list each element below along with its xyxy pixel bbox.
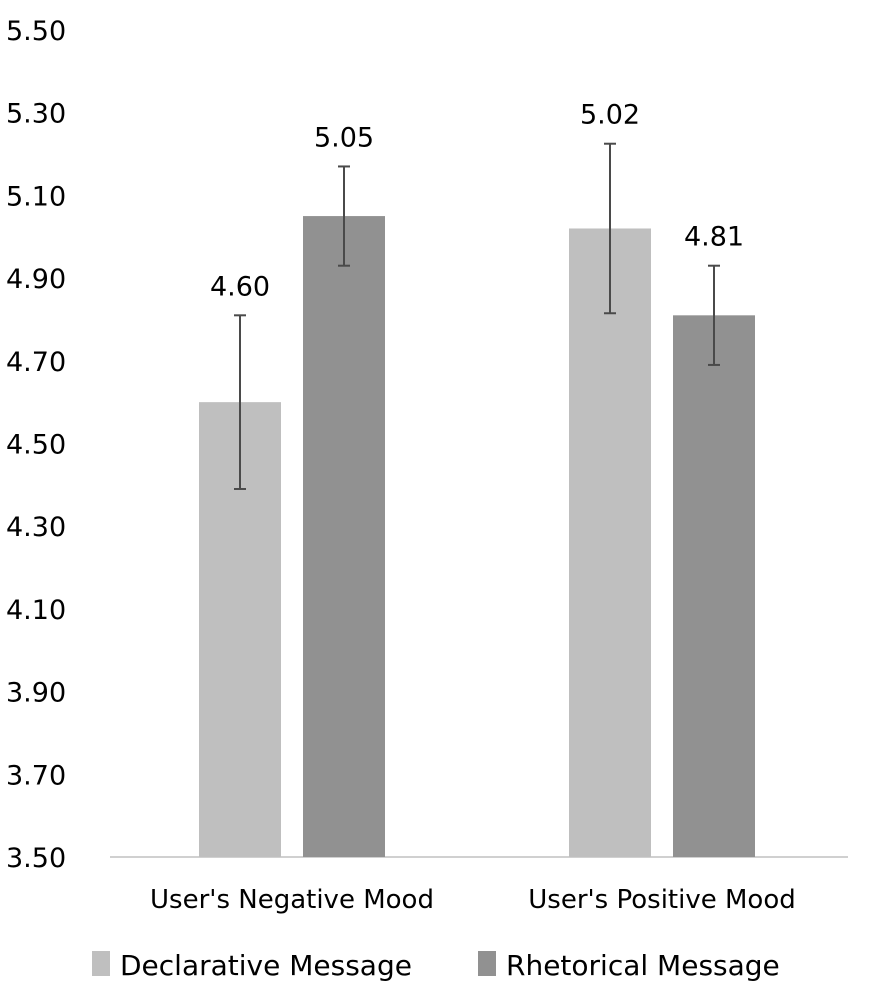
error-bars [234,142,720,490]
y-tick-label: 4.50 [6,430,66,461]
y-tick-label: 3.70 [6,760,66,791]
bars [199,216,755,858]
x-axis-categories: User's Negative Mood User's Positive Mood [150,885,796,915]
data-label: 4.81 [684,222,744,253]
data-label: 4.60 [210,271,270,302]
y-tick-label: 4.90 [6,264,66,295]
y-tick-label: 3.50 [6,843,66,874]
legend-label-rhetorical: Rhetorical Message [506,949,780,982]
error-bar [338,165,350,267]
bar-declarative-1 [569,228,651,858]
error-bar [234,314,246,490]
legend: Declarative Message Rhetorical Message [92,949,780,982]
error-bar [604,142,616,315]
y-tick-label: 4.10 [6,595,66,626]
legend-swatch-rhetorical [478,951,496,976]
data-labels: 4.60 5.02 5.05 4.81 [210,100,744,303]
data-label: 5.05 [314,122,374,153]
y-axis-ticks: 3.50 3.70 3.90 4.10 4.30 4.50 4.70 4.90 5.10 5.30… [6,16,66,874]
y-tick-label: 3.90 [6,678,66,709]
x-category-label: User's Positive Mood [528,885,795,915]
y-tick-label: 4.30 [6,512,66,543]
y-tick-label: 5.10 [6,181,66,212]
legend-swatch-declarative [92,951,110,976]
y-tick-label: 4.70 [6,347,66,378]
legend-label-declarative: Declarative Message [120,949,412,982]
y-tick-label: 5.30 [6,99,66,130]
x-category-label: User's Negative Mood [150,885,434,915]
y-tick-label: 5.50 [6,16,66,47]
error-bar [708,264,720,366]
bar-rhetorical-0 [303,216,385,857]
data-label: 5.02 [580,100,640,131]
bar-rhetorical-1 [673,315,755,857]
